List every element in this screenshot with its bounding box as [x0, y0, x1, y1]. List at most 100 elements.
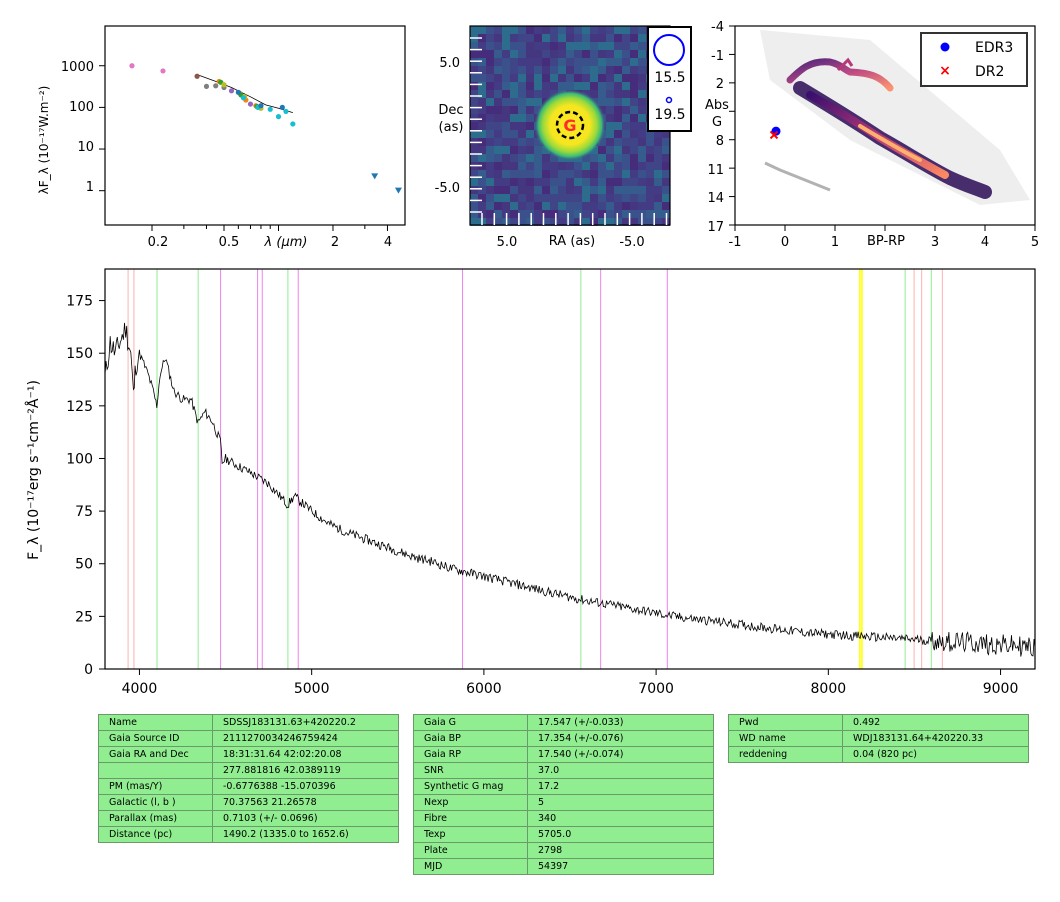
cutout-pixel	[598, 82, 606, 90]
cutout-star	[534, 89, 606, 161]
cutout-pixel	[654, 202, 662, 210]
table-value: 18:31:31.64 42:02:20.08	[212, 746, 399, 763]
cutout-pixel	[654, 218, 662, 226]
table-row: Synthetic G mag 17.2	[413, 778, 714, 795]
cutout-pixel	[534, 202, 542, 210]
cutout-pixel	[470, 194, 478, 202]
cutout-pixel	[510, 114, 518, 122]
cutout-pixel	[638, 90, 646, 98]
cutout-pixel	[630, 58, 638, 66]
table-key: Name	[98, 714, 213, 731]
sed-x-tick: 0.5	[219, 235, 240, 250]
cutout-pixel	[646, 178, 654, 186]
cutout-pixel	[598, 170, 606, 178]
table-row: Fibre 340	[413, 810, 714, 827]
cutout-pixel	[534, 34, 542, 42]
cutout-pixel	[502, 170, 510, 178]
table-value: 277.881816 42.0389119	[212, 762, 399, 779]
cutout-pixel	[630, 122, 638, 130]
cutout-pixel	[598, 90, 606, 98]
sed-panel: 0.2 0.5 2 4 λ (μm) 1 10 100 1000 λF_λ (1…	[37, 25, 406, 250]
cutout-pixel	[606, 210, 614, 218]
cutout-pixel	[614, 186, 622, 194]
cutout-pixel	[470, 186, 478, 194]
cutout-pixel	[526, 178, 534, 186]
cutout-pixel	[630, 194, 638, 202]
cutout-pixel	[614, 114, 622, 122]
cutout-pixel	[470, 122, 478, 130]
cutout-target-ring	[555, 110, 585, 140]
cutout-pixel	[566, 34, 574, 42]
cutout-pixel	[558, 210, 566, 218]
cutout-pixel	[502, 178, 510, 186]
cutout-pixel	[470, 170, 478, 178]
cutout-x-tick: -5.0	[619, 235, 644, 250]
table-key: Gaia BP	[413, 730, 528, 747]
cutout-pixel	[622, 26, 630, 34]
cutout-pixel	[566, 74, 574, 82]
cutout-pixel	[574, 26, 582, 34]
cutout-pixel	[478, 106, 486, 114]
cutout-pixel	[558, 194, 566, 202]
table-value: 1490.2 (1335.0 to 1652.6)	[212, 826, 399, 843]
cutout-pixel	[638, 98, 646, 106]
cutout-pixel	[638, 138, 646, 146]
table-key: Texp	[413, 826, 528, 843]
cutout-pixel	[598, 218, 606, 226]
spectrum-x-tick: 4000	[122, 681, 158, 697]
cutout-pixel	[630, 218, 638, 226]
cutout-pixel	[598, 194, 606, 202]
hrd-y-tick: 14	[707, 191, 724, 206]
cutout-pixel	[622, 50, 630, 58]
cutout-pixel	[494, 98, 502, 106]
spectrum-y-tick: 0	[84, 662, 93, 678]
cutout-pixel	[494, 106, 502, 114]
cutout-pixel	[574, 74, 582, 82]
cutout-pixel	[638, 170, 646, 178]
cutout-pixel	[486, 26, 494, 34]
cutout-pixel	[646, 138, 654, 146]
sed-photometry-point	[275, 114, 282, 120]
hrd-x-label: BP-RP	[867, 234, 905, 249]
cutout-pixel	[494, 170, 502, 178]
cutout-pixel	[518, 66, 526, 74]
cutout-pixel	[614, 42, 622, 50]
cutout-pixel	[518, 98, 526, 106]
hrd-main-sequence-peak	[858, 124, 922, 162]
cutout-pixel	[502, 162, 510, 170]
cutout-pixel	[622, 178, 630, 186]
cutout-pixel	[494, 82, 502, 90]
cutout-pixel	[630, 202, 638, 210]
table-value: 5	[527, 794, 714, 811]
cutout-pixel	[502, 154, 510, 162]
cutout-y-label: (as)	[439, 120, 464, 135]
cutout-pixel	[598, 58, 606, 66]
cutout-pixel	[622, 194, 630, 202]
cutout-pixel	[470, 74, 478, 82]
cutout-pixel	[582, 154, 590, 162]
cutout-pixel	[622, 106, 630, 114]
cutout-pixel	[502, 74, 510, 82]
sed-photometry-point	[235, 89, 241, 95]
cutout-pixel	[630, 170, 638, 178]
cutout-pixel	[614, 122, 622, 130]
cutout-pixel	[542, 186, 550, 194]
cutout-pixel	[566, 50, 574, 58]
hrd-red-clump	[836, 57, 854, 72]
cutout-pixel	[510, 58, 518, 66]
table-row: Texp 5705.0	[413, 826, 714, 843]
cutout-pixel	[590, 74, 598, 82]
cutout-pixel	[606, 66, 614, 74]
cutout-pixel	[598, 34, 606, 42]
cutout-pixel	[566, 210, 574, 218]
sed-x-label: λ (μm)	[264, 235, 308, 250]
cutout-pixel	[654, 146, 662, 154]
cutout-pixel	[590, 34, 598, 42]
table-key: Fibre	[413, 810, 528, 827]
cutout-pixel	[550, 50, 558, 58]
cutout-pixel	[638, 58, 646, 66]
hrd-legend-box	[920, 32, 1028, 87]
cutout-pixel	[598, 202, 606, 210]
hrd-x-tick: 5	[1031, 235, 1039, 250]
cutout-pixel	[582, 66, 590, 74]
